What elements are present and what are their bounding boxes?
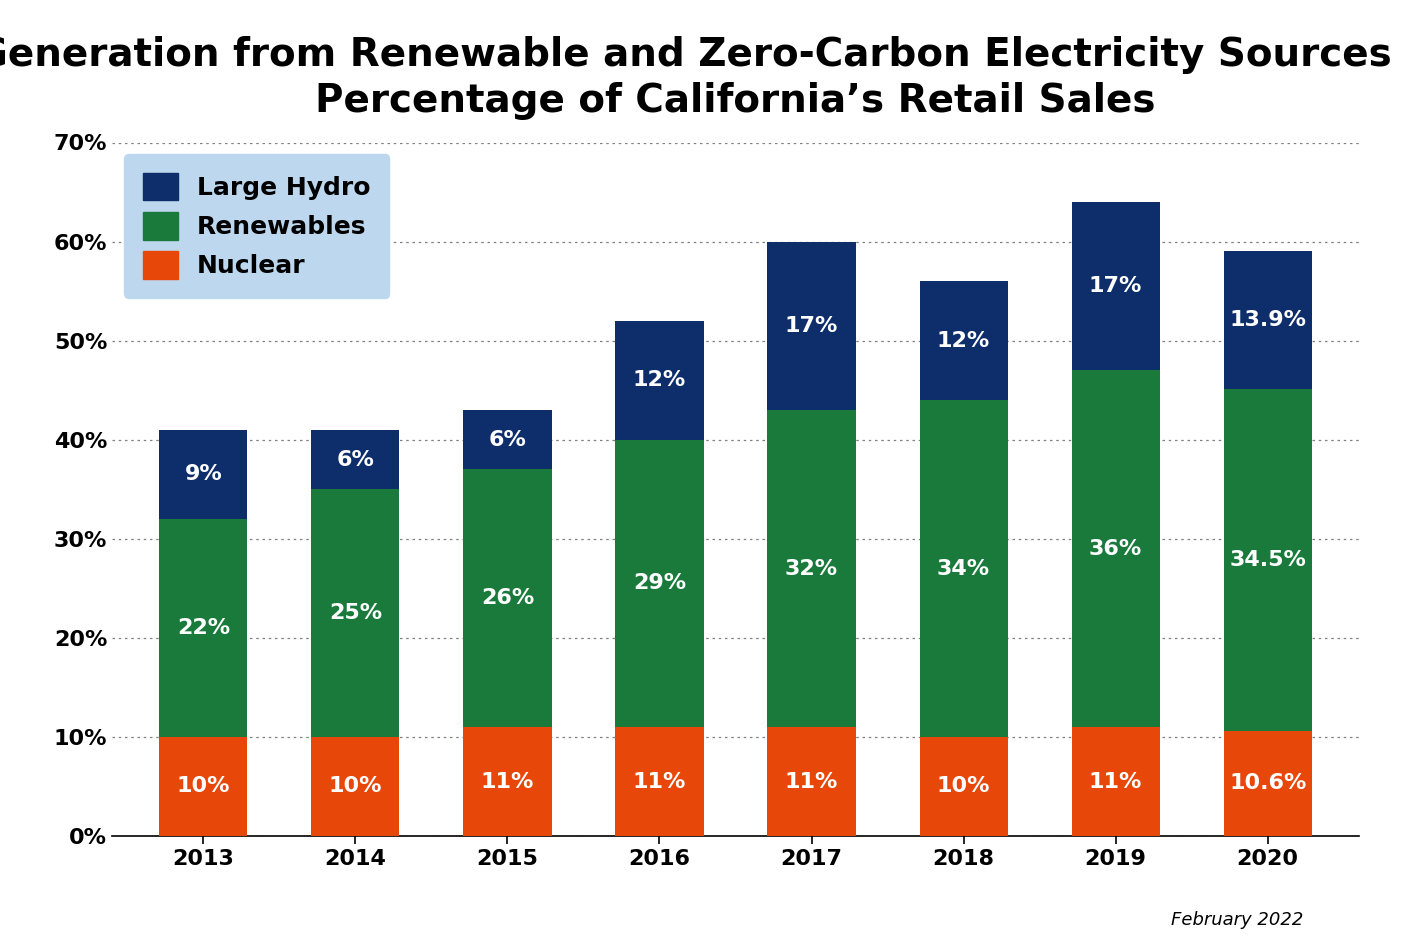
Bar xyxy=(768,241,856,410)
Text: 11%: 11% xyxy=(1089,771,1142,791)
Bar xyxy=(768,410,856,727)
Text: 10%: 10% xyxy=(177,776,230,796)
Text: 17%: 17% xyxy=(1089,276,1142,296)
Bar xyxy=(919,400,1007,737)
Legend: Large Hydro, Renewables, Nuclear: Large Hydro, Renewables, Nuclear xyxy=(123,154,389,297)
Text: 17%: 17% xyxy=(785,315,838,335)
Bar xyxy=(1223,252,1311,390)
Text: 11%: 11% xyxy=(633,771,686,791)
Text: 25%: 25% xyxy=(329,603,382,623)
Bar xyxy=(1223,390,1311,731)
Bar xyxy=(311,737,399,836)
Text: 26%: 26% xyxy=(481,588,534,608)
Bar xyxy=(1072,727,1160,836)
Bar xyxy=(1223,731,1311,836)
Text: 12%: 12% xyxy=(633,370,686,390)
Text: 34.5%: 34.5% xyxy=(1229,550,1306,570)
Text: 10%: 10% xyxy=(329,776,382,796)
Text: 10.6%: 10.6% xyxy=(1229,773,1306,793)
Bar xyxy=(464,410,552,469)
Text: 6%: 6% xyxy=(336,449,374,469)
Bar xyxy=(160,519,248,737)
Text: 32%: 32% xyxy=(785,559,838,579)
Bar xyxy=(311,489,399,737)
Bar xyxy=(919,281,1007,400)
Text: 11%: 11% xyxy=(785,771,838,791)
Text: 36%: 36% xyxy=(1089,539,1142,559)
Bar xyxy=(464,727,552,836)
Text: 12%: 12% xyxy=(937,331,991,351)
Bar xyxy=(615,727,703,836)
Bar xyxy=(1072,370,1160,727)
Text: February 2022: February 2022 xyxy=(1171,911,1303,929)
Bar xyxy=(615,440,703,727)
Text: 11%: 11% xyxy=(481,771,534,791)
Bar xyxy=(615,321,703,440)
Text: 22%: 22% xyxy=(177,618,230,638)
Text: 6%: 6% xyxy=(489,429,527,449)
Text: 34%: 34% xyxy=(937,559,991,579)
Bar xyxy=(464,469,552,727)
Bar xyxy=(311,429,399,489)
Bar xyxy=(160,429,248,519)
Text: 29%: 29% xyxy=(633,574,686,594)
Bar xyxy=(768,727,856,836)
Title: Generation from Renewable and Zero-Carbon Electricity Sources as a
Percentage of: Generation from Renewable and Zero-Carbo… xyxy=(0,36,1401,120)
Text: 13.9%: 13.9% xyxy=(1229,311,1306,331)
Bar xyxy=(919,737,1007,836)
Text: 9%: 9% xyxy=(185,465,223,484)
Text: 10%: 10% xyxy=(937,776,991,796)
Bar xyxy=(160,737,248,836)
Bar xyxy=(1072,202,1160,370)
